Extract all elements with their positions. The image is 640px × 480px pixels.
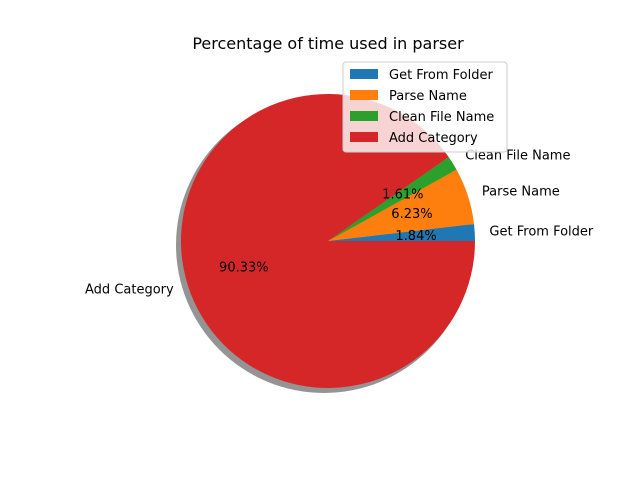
pie-slice-parse-name xyxy=(328,169,475,241)
legend: Get From Folder Parse Name Clean File Name… xyxy=(342,61,508,153)
legend-entry-parse-name: Parse Name xyxy=(389,89,467,104)
legend-swatch-parse-name xyxy=(350,90,378,100)
pie-slice-clean-file-name xyxy=(328,157,457,241)
legend-entry-clean-file-name: Clean File Name xyxy=(389,110,494,125)
category-label-parse-name: Parse Name xyxy=(482,184,560,199)
legend-entry-add-category: Add Category xyxy=(389,131,478,146)
legend-frame xyxy=(342,61,508,153)
percent-label-add-category: 90.33% xyxy=(219,260,269,275)
percent-label-clean-file-name: 1.61% xyxy=(382,187,423,202)
percent-label-get-from-folder: 1.84% xyxy=(395,229,436,244)
legend-swatch-get-from-folder xyxy=(350,69,378,79)
category-label-add-category: Add Category xyxy=(85,282,174,297)
percent-label-parse-name: 6.23% xyxy=(391,207,432,222)
legend-swatch-clean-file-name xyxy=(350,111,378,121)
legend-entry-get-from-folder: Get From Folder xyxy=(389,68,493,83)
legend-swatch-add-category xyxy=(350,132,378,142)
percent-labels: 1.84% 6.23% 1.61% 90.33% xyxy=(219,187,437,275)
chart-title: Percentage of time used in parser xyxy=(192,34,464,53)
category-label-get-from-folder: Get From Folder xyxy=(489,225,593,240)
pie-slices xyxy=(180,94,475,389)
pie-slice-get-from-folder xyxy=(328,224,475,241)
pie-slice-add-category xyxy=(180,94,475,389)
